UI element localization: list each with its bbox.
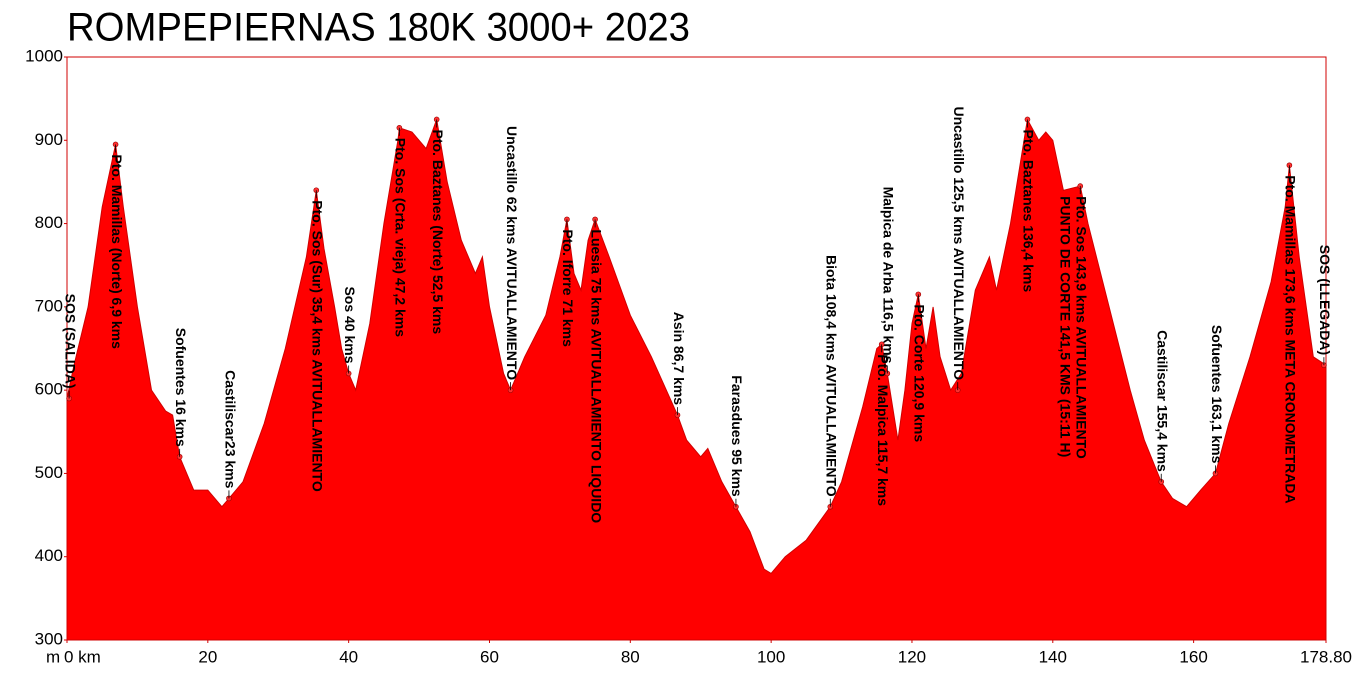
waypoint-label: Pto. Mamillas 173,6 kms META CRONOMETRAD… (1283, 175, 1299, 503)
waypoint-text: Pto. Mamillas 173,6 kms META CRONOMETRAD… (1283, 175, 1299, 503)
waypoint-label: Pto. Sos 143,9 kms AVITUALLAMIENTOPUNTO … (1058, 196, 1090, 459)
x-tick-label: 140 (1039, 647, 1067, 666)
waypoint-text: Luesia 75 kms AVITUALLAMIENTO LIQUIDO (588, 229, 604, 523)
waypoint-text: Pto. Sos (Crta. vieja) 47,2 kms (393, 138, 409, 337)
x-tick-label: 40 (339, 647, 358, 666)
y-tick-label: 400 (35, 546, 63, 565)
waypoint-text: SOS (SALIDA) (62, 294, 78, 389)
waypoint-text: Sofuentes 163,1 kms (1209, 325, 1225, 464)
elevation-area (66, 117, 1327, 641)
waypoint-label: Sofuentes 16 kms (173, 328, 189, 447)
waypoint-text: Pto. Mamillas (Norte) 6,9 kms (109, 154, 125, 349)
waypoint-text: Pto. Sos (Sur) 35,4 kms AVITUALLAMIENTO (310, 200, 326, 492)
waypoint-text: Asin 86,7 kms (671, 312, 687, 406)
x-tick-label: 178.80 (1300, 647, 1352, 666)
y-tick-label: 700 (35, 296, 63, 315)
waypoint-text: Uncastillo 125,5 kms AVITUALLAMIENTO (951, 107, 967, 381)
y-axis-label: m (46, 647, 60, 666)
waypoint-label: Pto. Baztanes (Norte) 52,5 kms (430, 130, 446, 335)
waypoint-label: SOS (SALIDA) (62, 294, 78, 389)
waypoint-label: Sos 40 kms (342, 286, 358, 363)
waypoint-text: Pto. Corte 120,9 kms (912, 304, 928, 442)
chart-title: ROMPEPIERNAS 180K 3000+ 2023 (67, 6, 690, 50)
waypoint-text: Pto. Iforre 71 kms (560, 229, 576, 347)
waypoint-text: Malpica de Arba 116,5 kms (881, 187, 897, 364)
waypoint-text: Pto. Malpica 115,7 kms (875, 354, 891, 506)
waypoint-label: Uncastillo 125,5 kms AVITUALLAMIENTO (951, 107, 967, 381)
y-tick-label: 900 (35, 130, 63, 149)
waypoint-text: Pto. Sos 143,9 kms AVITUALLAMIENTO (1074, 196, 1090, 459)
y-tick-label: 1000 (25, 46, 63, 65)
waypoint-label: Biota 108,4 kms AVITUALLAMIENTO (824, 255, 840, 497)
waypoint-text: Biota 108,4 kms AVITUALLAMIENTO (824, 255, 840, 497)
waypoint-label: Sofuentes 163,1 kms (1209, 325, 1225, 464)
y-tick-label: 600 (35, 380, 63, 399)
x-tick-label: 20 (198, 647, 217, 666)
x-tick-label: 160 (1179, 647, 1207, 666)
y-tick-label: 800 (35, 213, 63, 232)
waypoint-label: Pto. Malpica 115,7 kms (875, 354, 891, 506)
waypoint-text: PUNTO DE CORTE 141,5 KMS (15:11 H) (1058, 196, 1074, 457)
waypoint-text: Pto. Baztanes (Norte) 52,5 kms (430, 130, 446, 335)
waypoint-label: Luesia 75 kms AVITUALLAMIENTO LIQUIDO (588, 229, 604, 523)
waypoint-label: Pto. Corte 120,9 kms (912, 304, 928, 442)
waypoint-text: SOS (LLEGADA) (1317, 245, 1333, 355)
waypoint-label: Asin 86,7 kms (671, 312, 687, 406)
waypoint-label: Pto. Baztanes 136,4 kms (1021, 130, 1037, 293)
waypoint-text: Uncastillo 62 kms AVITUALLAMIENTO (504, 126, 520, 380)
x-tick-label: 60 (480, 647, 499, 666)
waypoint-label: Pto. Iforre 71 kms (560, 229, 576, 347)
waypoint-label: Castiliscar23 kms (222, 370, 238, 489)
waypoint-text: Pto. Baztanes 136,4 kms (1021, 130, 1037, 293)
y-tick-label: 300 (35, 629, 63, 648)
x-tick-label: 120 (898, 647, 926, 666)
y-tick-label: 500 (35, 463, 63, 482)
waypoint-text: Castiliscar23 kms (222, 370, 238, 489)
waypoint-text: Sofuentes 16 kms (173, 328, 189, 447)
waypoint-label: Pto. Sos (Sur) 35,4 kms AVITUALLAMIENTO (310, 200, 326, 492)
waypoint-label: Pto. Sos (Crta. vieja) 47,2 kms (393, 138, 409, 337)
waypoint-text: Farasdues 95 kms (729, 375, 745, 497)
plot-frame (66, 56, 1327, 641)
waypoint-label: Farasdues 95 kms (729, 375, 745, 497)
waypoint-label: Uncastillo 62 kms AVITUALLAMIENTO (504, 126, 520, 380)
waypoint-label: Malpica de Arba 116,5 kms (881, 187, 897, 364)
waypoint-text: Sos 40 kms (342, 286, 358, 363)
waypoint-label: SOS (LLEGADA) (1317, 245, 1333, 355)
x-tick-label: 80 (621, 647, 640, 666)
x-tick-label: 100 (757, 647, 785, 666)
waypoint-label: Castiliscar 155,4 kms (1154, 330, 1170, 472)
waypoint-text: Castiliscar 155,4 kms (1154, 330, 1170, 472)
waypoint-label: Pto. Mamillas (Norte) 6,9 kms (109, 154, 125, 349)
x-tick-label: 0 km (64, 647, 101, 666)
